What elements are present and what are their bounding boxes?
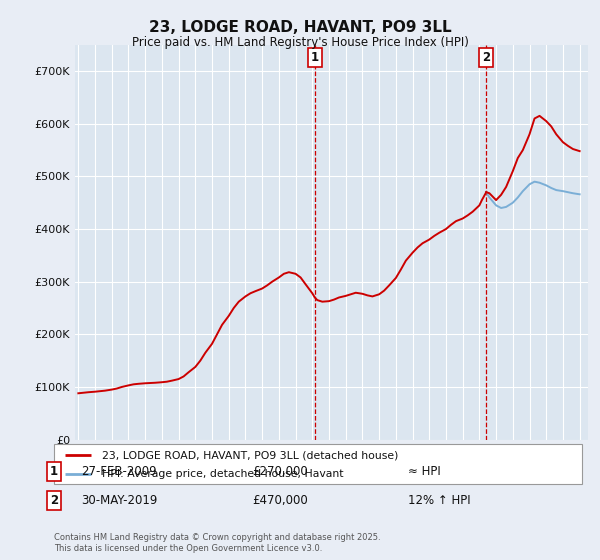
Text: 12% ↑ HPI: 12% ↑ HPI xyxy=(408,494,470,507)
Text: Price paid vs. HM Land Registry's House Price Index (HPI): Price paid vs. HM Land Registry's House … xyxy=(131,36,469,49)
Text: 2: 2 xyxy=(50,494,58,507)
Text: Contains HM Land Registry data © Crown copyright and database right 2025.
This d: Contains HM Land Registry data © Crown c… xyxy=(54,533,380,553)
Text: 2: 2 xyxy=(482,51,490,64)
Text: £270,000: £270,000 xyxy=(252,465,308,478)
Text: HPI: Average price, detached house, Havant: HPI: Average price, detached house, Hava… xyxy=(101,469,343,479)
Text: ≈ HPI: ≈ HPI xyxy=(408,465,441,478)
Text: 1: 1 xyxy=(311,51,319,64)
Text: £470,000: £470,000 xyxy=(252,494,308,507)
Text: 1: 1 xyxy=(50,465,58,478)
Text: 30-MAY-2019: 30-MAY-2019 xyxy=(81,494,157,507)
Text: 23, LODGE ROAD, HAVANT, PO9 3LL (detached house): 23, LODGE ROAD, HAVANT, PO9 3LL (detache… xyxy=(101,450,398,460)
Text: 27-FEB-2009: 27-FEB-2009 xyxy=(81,465,157,478)
Text: 23, LODGE ROAD, HAVANT, PO9 3LL: 23, LODGE ROAD, HAVANT, PO9 3LL xyxy=(149,20,451,35)
FancyBboxPatch shape xyxy=(54,444,582,484)
